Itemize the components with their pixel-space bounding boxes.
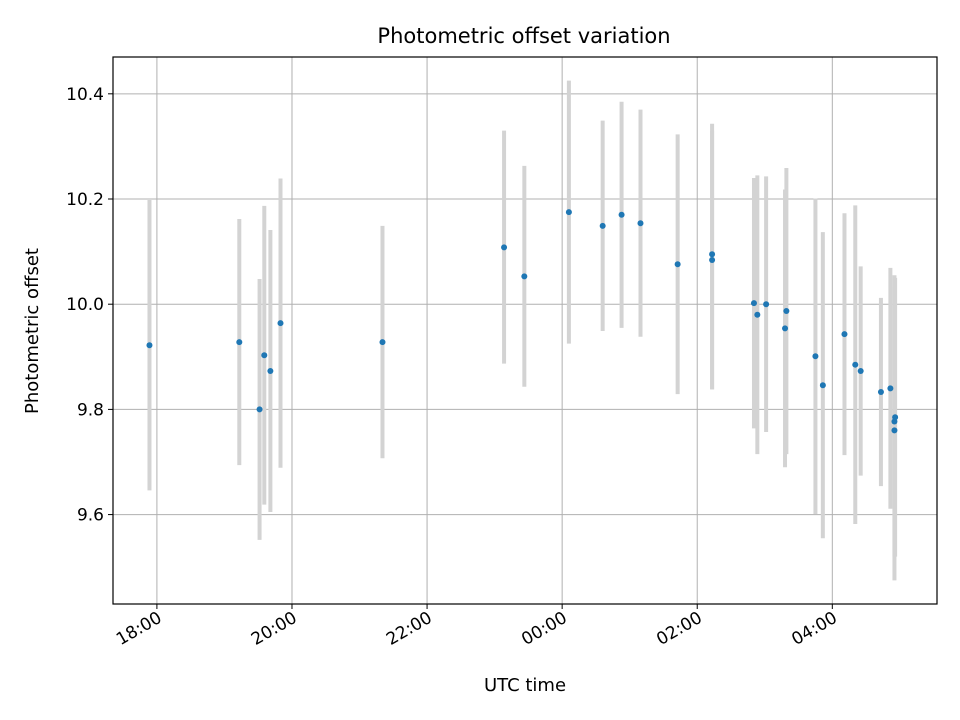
data-point (267, 367, 274, 374)
y-tick-label: 10.2 (66, 190, 104, 210)
data-point (812, 353, 819, 360)
data-point (709, 251, 716, 258)
data-point (637, 220, 644, 227)
data-point (750, 300, 757, 307)
data-point (618, 211, 625, 218)
data-point (783, 308, 790, 315)
data-point (379, 339, 386, 346)
y-axis-ticks: 9.6 9.8 10.0 10.2 10.4 (66, 85, 113, 526)
data-point (256, 406, 263, 413)
data-point (521, 273, 528, 280)
data-point (674, 261, 681, 268)
data-point (819, 382, 826, 389)
data-point (887, 385, 894, 392)
data-point (709, 257, 716, 264)
chart-title: Photometric offset variation (377, 24, 670, 48)
data-point (754, 311, 761, 318)
data-point (852, 361, 859, 368)
data-point (782, 325, 789, 332)
plot-frame (112, 56, 938, 605)
y-tick-label: 9.6 (77, 506, 104, 526)
data-point (261, 352, 268, 359)
data-point (501, 244, 508, 251)
data-point (236, 339, 243, 346)
data-points (146, 209, 899, 434)
x-axis-label: UTC time (484, 675, 566, 696)
data-point (763, 301, 770, 308)
y-axis-label: Photometric offset (22, 248, 43, 414)
data-point (841, 331, 848, 338)
data-point (599, 222, 606, 229)
y-tick-label: 9.8 (77, 400, 104, 420)
data-point (892, 414, 899, 421)
y-tick-label: 10.4 (66, 85, 104, 105)
data-point (877, 389, 884, 396)
y-tick-label: 10.0 (66, 295, 104, 315)
data-point (277, 320, 284, 327)
data-point (857, 367, 864, 374)
data-point (146, 342, 153, 349)
data-point (565, 209, 572, 216)
data-point (891, 427, 898, 434)
